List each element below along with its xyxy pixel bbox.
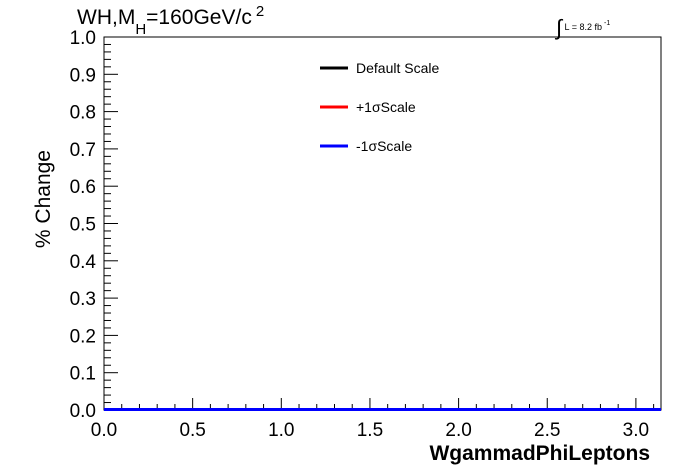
y-tick-label: 0.9 bbox=[70, 65, 96, 86]
title-main: WH,M bbox=[77, 6, 136, 29]
y-tick-label: 0.1 bbox=[70, 364, 96, 385]
y-tick-label: 0.0 bbox=[70, 401, 96, 422]
y-tick-label: 0.2 bbox=[70, 326, 96, 347]
y-tick-label: 1.0 bbox=[70, 28, 96, 49]
x-tick-label: 0.0 bbox=[91, 420, 117, 441]
lumi-text: L = 8.2 fb bbox=[564, 22, 602, 32]
luminosity-label: ∫ L = 8.2 fb -1 bbox=[556, 10, 611, 40]
plot-frame bbox=[103, 36, 662, 411]
legend-label: -1σScale bbox=[356, 138, 412, 154]
title-subscript: H bbox=[135, 21, 147, 38]
x-tick-label: 3.0 bbox=[623, 420, 649, 441]
legend-label: +1σScale bbox=[356, 99, 416, 115]
x-tick-label: 2.5 bbox=[534, 420, 560, 441]
legend-label: Default Scale bbox=[356, 60, 439, 76]
x-tick-label: 2.0 bbox=[445, 420, 471, 441]
y-tick-label: 0.4 bbox=[70, 252, 97, 273]
x-tick-label: 0.5 bbox=[179, 420, 205, 441]
y-axis-ticks: 0.0 0.1 0.2 0.3 0.4 0.5 0.6 0.7 0.8 0.9 1.0 bbox=[70, 28, 118, 422]
legend: Default Scale +1σScale -1σScale bbox=[320, 60, 439, 154]
title-superscript: 2 bbox=[255, 3, 265, 20]
y-tick-label: 0.5 bbox=[70, 215, 96, 236]
integral-icon: ∫ bbox=[556, 15, 563, 40]
y-tick-label: 0.7 bbox=[70, 140, 96, 161]
y-tick-label: 0.6 bbox=[70, 177, 96, 198]
x-axis-ticks: 0.0 0.5 1.0 1.5 2.0 2.5 3.0 bbox=[91, 398, 655, 441]
y-tick-label: 0.3 bbox=[70, 289, 96, 310]
lumi-superscript: -1 bbox=[604, 20, 611, 27]
x-axis-label: WgammadPhiLeptons bbox=[429, 442, 650, 465]
y-tick-label: 0.8 bbox=[70, 103, 96, 124]
x-tick-label: 1.0 bbox=[268, 420, 294, 441]
chart-title: WH,MH=160GeV/c 2 bbox=[77, 3, 265, 38]
title-rest: =160GeV/c bbox=[146, 6, 252, 29]
y-axis-label: % Change bbox=[32, 150, 55, 248]
x-tick-label: 1.5 bbox=[357, 420, 383, 441]
